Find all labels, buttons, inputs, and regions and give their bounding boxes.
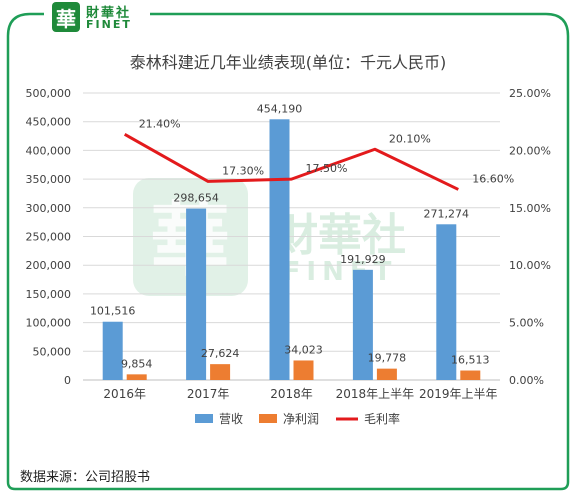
net-profit-bar-label: 9,854	[121, 357, 153, 370]
gross-margin-label: 16.60%	[472, 172, 514, 185]
gross-margin-line	[123, 133, 459, 191]
revenue-bar-label: 454,190	[257, 102, 303, 115]
x-tick-label: 2018年	[270, 387, 313, 401]
net-profit-bar-label: 19,778	[368, 352, 407, 365]
y-tick-label-left: 400,000	[26, 144, 72, 157]
brand-logo: 華	[52, 2, 80, 32]
revenue-bar	[436, 224, 457, 380]
source-note: 数据来源：公司招股书	[20, 470, 151, 485]
y-tick-label-left: 300,000	[26, 202, 72, 215]
revenue-bar	[269, 119, 290, 381]
gross-margin-label: 21.40%	[139, 117, 181, 130]
gross-margin-label: 17.50%	[306, 162, 348, 175]
y-tick-label-right: 25.00%	[509, 87, 551, 100]
x-tick-label: 2016年	[103, 387, 146, 401]
y-tick-label-left: 50,000	[33, 345, 72, 358]
legend-label: 净利润	[283, 412, 319, 426]
revenue-bar-label: 298,654	[173, 192, 219, 205]
revenue-bar-label: 271,274	[424, 207, 470, 220]
gross-margin-label: 20.10%	[389, 132, 431, 145]
y-tick-label-right: 10.00%	[509, 259, 551, 272]
revenue-bar	[102, 321, 123, 380]
y-tick-label-right: 5.00%	[509, 317, 544, 330]
y-tick-label-right: 20.00%	[509, 144, 551, 157]
revenue-bar-label: 191,929	[340, 253, 386, 266]
watermark-name-en: FINET	[283, 257, 398, 287]
y-tick-label-right: 15.00%	[509, 202, 551, 215]
net-profit-bar	[460, 370, 481, 380]
net-profit-bar	[210, 364, 231, 380]
x-tick-label: 2019年上半年	[419, 387, 498, 401]
y-tick-label-left: 250,000	[26, 231, 72, 244]
brand-name: 財華社	[86, 6, 132, 21]
revenue-bar	[352, 269, 373, 380]
legend-net-profit-swatch	[259, 414, 277, 423]
brand-name-en: FINET	[86, 18, 132, 31]
gross-margin-label: 17.30%	[222, 164, 264, 177]
revenue-bar	[186, 208, 207, 380]
net-profit-bar-label: 34,023	[284, 343, 323, 356]
net-profit-bar-label: 16,513	[451, 354, 490, 367]
legend-revenue-swatch	[195, 414, 213, 423]
y-tick-label-left: 450,000	[26, 116, 72, 129]
net-profit-bar	[293, 360, 314, 380]
watermark-name: 財華社	[274, 210, 406, 261]
y-tick-label-left: 0	[64, 374, 71, 387]
legend-label: 营收	[219, 412, 243, 426]
net-profit-bar	[376, 368, 397, 380]
net-profit-bar	[126, 374, 147, 380]
y-tick-label-left: 100,000	[26, 317, 72, 330]
net-profit-bar-label: 27,624	[201, 347, 240, 360]
y-tick-label-left: 500,000	[26, 87, 72, 100]
y-tick-label-left: 200,000	[26, 259, 72, 272]
revenue-bar-label: 101,516	[90, 305, 136, 318]
y-tick-label-right: 0.00%	[509, 374, 544, 387]
x-tick-label: 2017年	[187, 387, 230, 401]
y-tick-label-left: 150,000	[26, 288, 72, 301]
legend-label: 毛利率	[364, 411, 400, 426]
x-tick-label: 2018年上半年	[336, 387, 415, 401]
chart-title: 泰林科建近几年业绩表现(单位：千元人民币)	[130, 53, 447, 72]
frame-border	[6, 12, 570, 491]
y-tick-label-left: 350,000	[26, 173, 72, 186]
